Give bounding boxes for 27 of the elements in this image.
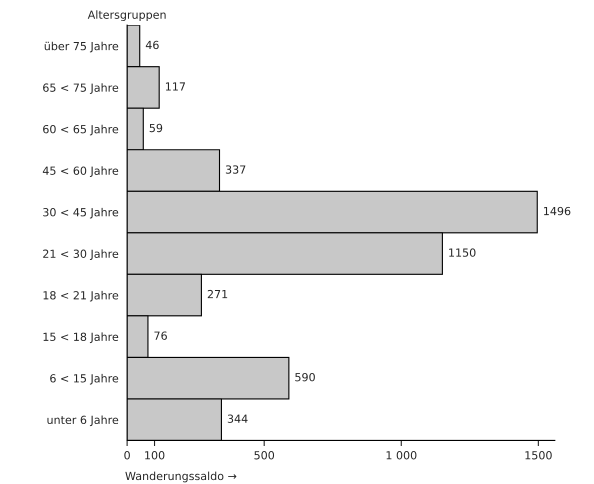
data-label: 76 (154, 331, 167, 340)
y-tick-label: 15 < 18 Jahre (44, 332, 118, 344)
data-label: 344 (228, 414, 248, 423)
x-tick-label: 100 (145, 451, 164, 460)
data-label: 59 (150, 124, 162, 132)
data-label: 271 (208, 290, 228, 298)
data-label: 46 (146, 40, 159, 50)
y-tick-label: 18 < 21 Jahre (44, 290, 118, 302)
x-tick-label: 1 000 (386, 451, 416, 460)
y-tick-label: unter 6 Jahre (47, 415, 118, 426)
y-tick-label: 60 < 65 Jahre (43, 124, 118, 136)
data-label: 1150 (449, 248, 476, 257)
data-label: 117 (166, 82, 186, 91)
y-tick-label: 30 < 45 Jahre (43, 208, 118, 218)
y-tick-label: über 75 Jahre (44, 42, 118, 52)
x-tick-label: 0 (124, 451, 130, 460)
data-label: 337 (226, 165, 246, 174)
y-tick-label: 21 < 30 Jahre (43, 249, 118, 260)
x-tick-label: 500 (254, 451, 274, 460)
y-tick-label: 45 < 60 Jahre (42, 166, 118, 177)
data-label: 1496 (544, 206, 570, 216)
x-axis-title: Wanderungssaldo → (125, 472, 236, 482)
y-tick-label: 65 < 75 Jahre (43, 83, 118, 94)
y-axis-title: Altersgruppen (88, 10, 166, 22)
y-tick-label: 6 < 15 Jahre (50, 374, 118, 385)
x-tick-label: 1500 (525, 451, 552, 460)
data-label: 590 (295, 372, 315, 382)
